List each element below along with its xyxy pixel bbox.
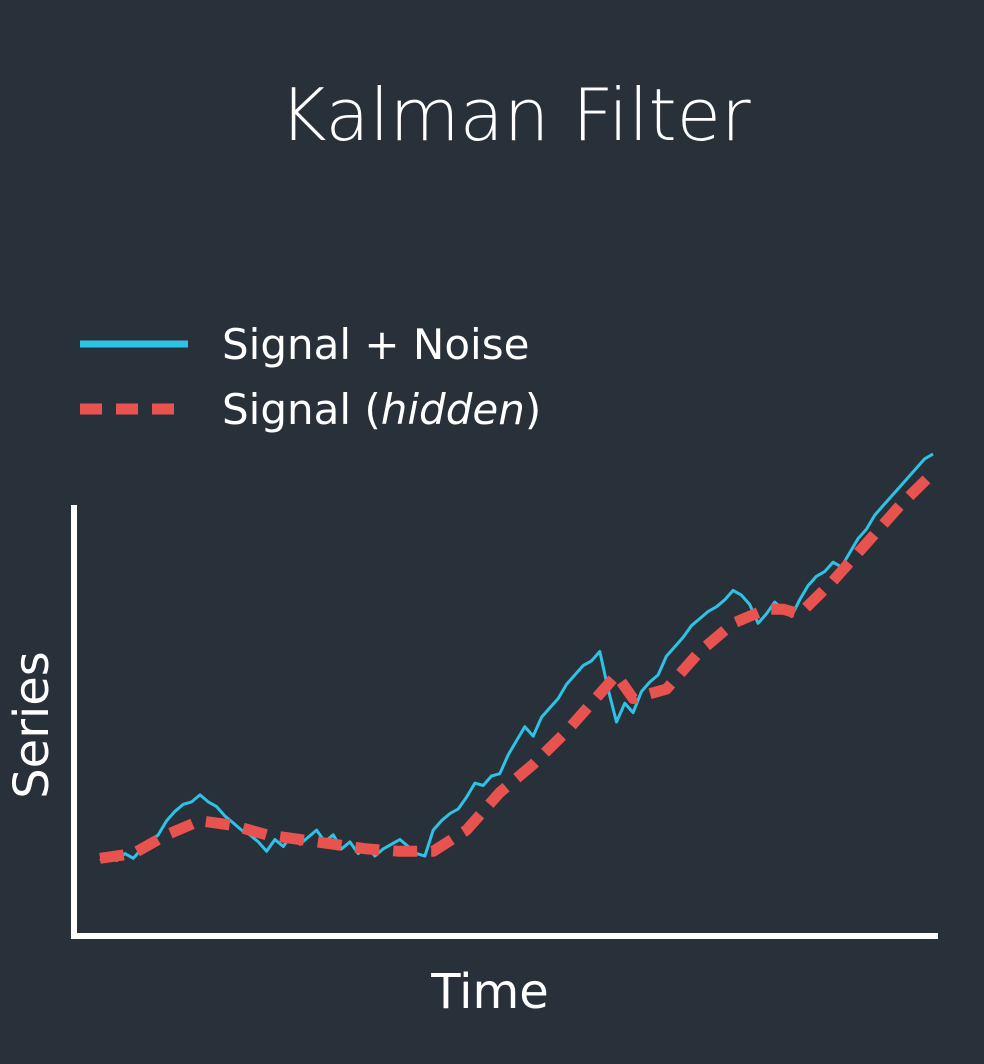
y-axis-label: Series: [4, 651, 60, 799]
chart-title: Kalman Filter: [279, 73, 751, 157]
legend-label-signal-hidden-suffix: ): [525, 385, 541, 434]
legend-label-signal-noise: Signal + Noise: [222, 320, 529, 369]
legend-label-signal-hidden-prefix: Signal (: [222, 385, 381, 434]
axes: [71, 505, 938, 939]
legend-label-signal-hidden: Signal (hidden): [222, 385, 541, 434]
x-axis-label: Time: [430, 964, 548, 1020]
plot-area: [99, 452, 937, 864]
series-line-signal-noise: [99, 452, 934, 863]
legend: Signal + Noise Signal (hidden): [80, 320, 541, 434]
series-line-signal-hidden: [99, 468, 937, 864]
legend-label-signal-hidden-emphasis: hidden: [381, 385, 525, 434]
